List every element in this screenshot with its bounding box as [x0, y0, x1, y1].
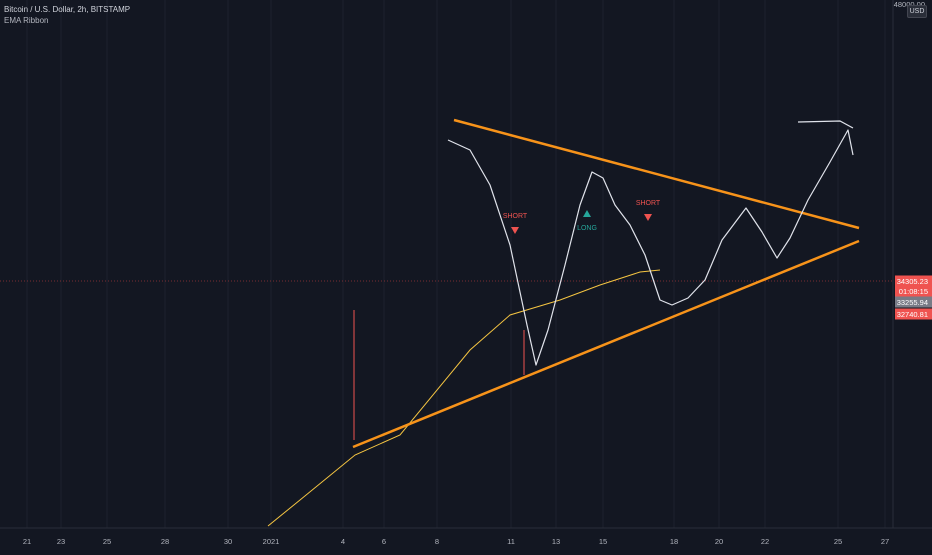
date-tick-label: 20	[715, 537, 723, 546]
triangle-upper-trendline	[453, 118, 860, 230]
price-axis-bg	[893, 0, 932, 550]
signal-label: LONG	[577, 225, 597, 232]
signal-label: SHORT	[503, 213, 528, 220]
date-tick-label: 8	[435, 537, 439, 546]
date-tick-label: 21	[23, 537, 31, 546]
time-axis-bg	[0, 528, 932, 550]
triangle-lower-trendline	[352, 239, 860, 449]
price-label-text: 01:08:15	[899, 287, 928, 296]
short-signal-icon	[644, 214, 652, 221]
date-tick-label: 15	[599, 537, 607, 546]
price-label-text: 34305.23	[897, 277, 928, 286]
date-tick-label: 6	[382, 537, 386, 546]
indicator-label[interactable]: EMA Ribbon	[4, 16, 49, 25]
short-signal-icon	[511, 227, 519, 234]
date-tick-label: 4	[341, 537, 345, 546]
price-axis-top-label: 48000.00	[894, 0, 925, 9]
date-tick-label: 11	[507, 537, 515, 546]
chart-title: Bitcoin / U.S. Dollar, 2h, BITSTAMP	[4, 5, 131, 14]
price-label-badge	[895, 285, 932, 297]
price-label-text: 33255.94	[897, 298, 928, 307]
date-tick-label: 13	[552, 537, 560, 546]
date-tick-label: 25	[103, 537, 111, 546]
projection-target-mark	[797, 120, 854, 129]
price-label-badge	[895, 308, 932, 320]
price-label-badge	[895, 275, 932, 287]
ema-200-line	[267, 269, 661, 527]
date-tick-label: 25	[834, 537, 842, 546]
date-tick-label: 30	[224, 537, 232, 546]
long-signal-icon	[583, 210, 591, 217]
date-tick-label: 2021	[263, 537, 280, 546]
projection-path	[447, 129, 854, 366]
date-tick-label: 28	[161, 537, 169, 546]
price-label-text: 32740.81	[897, 310, 928, 319]
currency-badge[interactable]: USD	[907, 5, 927, 18]
price-label-badge	[895, 296, 932, 308]
date-tick-label: 18	[670, 537, 678, 546]
date-tick-label: 27	[881, 537, 889, 546]
date-tick-label: 22	[761, 537, 769, 546]
signal-label: SHORT	[636, 200, 661, 207]
date-tick-label: 23	[57, 537, 65, 546]
